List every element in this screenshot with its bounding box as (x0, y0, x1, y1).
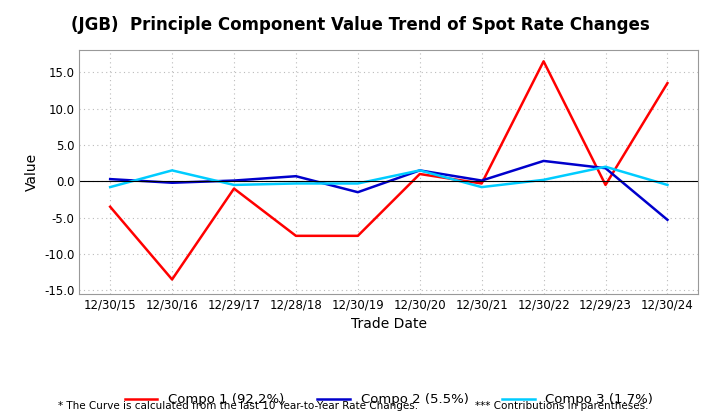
Compo 3 (1.7%) (539, 177, 548, 182)
Compo 2 (5.5%) (106, 176, 114, 181)
Compo 3 (1.7%) (168, 168, 176, 173)
Compo 3 (1.7%) (415, 168, 424, 173)
Compo 1 (92.2%) (292, 233, 300, 238)
Line: Compo 3 (1.7%): Compo 3 (1.7%) (110, 167, 667, 187)
Compo 1 (92.2%) (477, 181, 486, 186)
Compo 3 (1.7%) (354, 181, 362, 186)
Compo 1 (92.2%) (106, 204, 114, 209)
Compo 1 (92.2%) (415, 171, 424, 176)
Line: Compo 1 (92.2%): Compo 1 (92.2%) (110, 61, 667, 279)
Compo 1 (92.2%) (539, 59, 548, 64)
Compo 2 (5.5%) (168, 180, 176, 185)
Y-axis label: Value: Value (24, 153, 38, 191)
Compo 2 (5.5%) (415, 168, 424, 173)
Compo 2 (5.5%) (477, 178, 486, 183)
Text: *** Contributions in parentheses.: *** Contributions in parentheses. (475, 401, 649, 411)
Compo 3 (1.7%) (601, 164, 610, 169)
Compo 3 (1.7%) (230, 182, 238, 187)
Compo 1 (92.2%) (663, 81, 672, 86)
Compo 2 (5.5%) (354, 190, 362, 195)
Compo 3 (1.7%) (106, 184, 114, 189)
Compo 1 (92.2%) (354, 233, 362, 238)
X-axis label: Trade Date: Trade Date (351, 318, 427, 331)
Text: (JGB)  Principle Component Value Trend of Spot Rate Changes: (JGB) Principle Component Value Trend of… (71, 16, 649, 34)
Compo 3 (1.7%) (292, 181, 300, 186)
Compo 3 (1.7%) (477, 184, 486, 189)
Compo 1 (92.2%) (230, 186, 238, 191)
Legend: Compo 1 (92.2%), Compo 2 (5.5%), Compo 3 (1.7%): Compo 1 (92.2%), Compo 2 (5.5%), Compo 3… (125, 393, 653, 406)
Compo 1 (92.2%) (168, 277, 176, 282)
Compo 2 (5.5%) (539, 158, 548, 163)
Compo 2 (5.5%) (292, 174, 300, 179)
Compo 2 (5.5%) (663, 217, 672, 222)
Compo 2 (5.5%) (601, 165, 610, 171)
Compo 2 (5.5%) (230, 178, 238, 183)
Text: * The Curve is calculated from the last 10 Year-to-Year Rate Changes.: * The Curve is calculated from the last … (58, 401, 418, 411)
Compo 1 (92.2%) (601, 182, 610, 187)
Compo 3 (1.7%) (663, 182, 672, 187)
Line: Compo 2 (5.5%): Compo 2 (5.5%) (110, 161, 667, 220)
